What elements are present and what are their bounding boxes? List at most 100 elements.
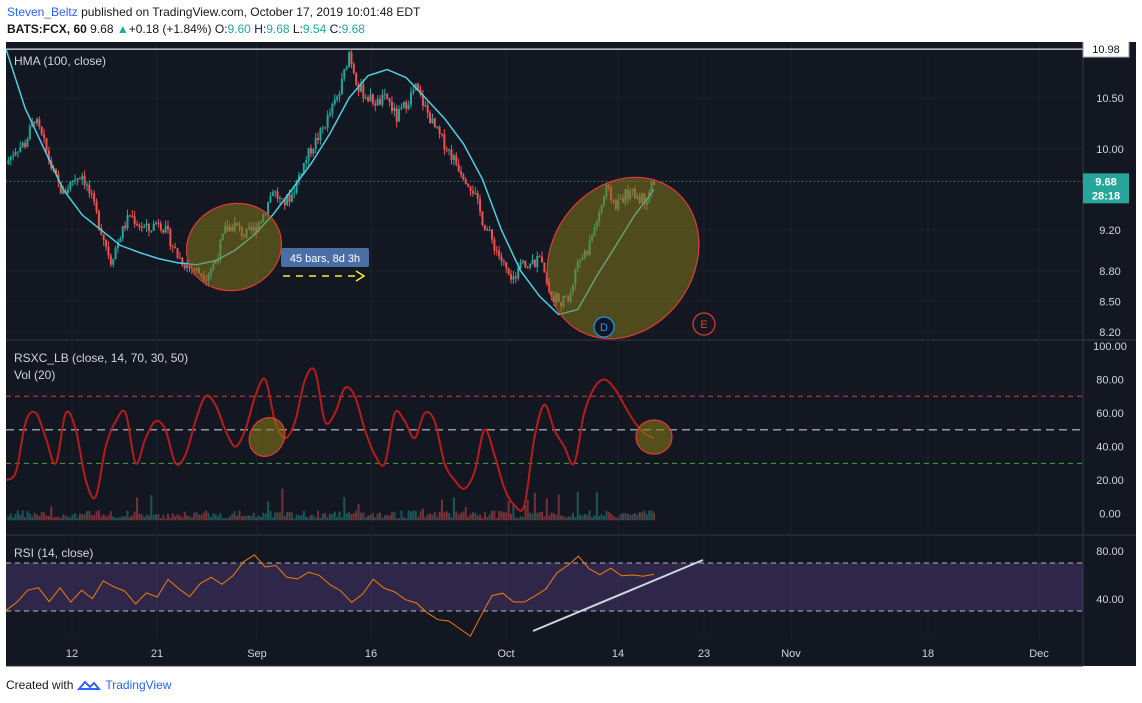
volume-bar (317, 510, 320, 521)
candle-body (410, 92, 412, 105)
time-tick: 16 (365, 648, 377, 660)
candle-body (443, 134, 446, 150)
volume-bar (629, 515, 632, 521)
volume-bar (145, 514, 148, 521)
candle-body (86, 184, 88, 186)
time-tick: 21 (151, 648, 163, 660)
price-tick: 8.20 (1099, 327, 1120, 339)
high-price-badge (1082, 42, 1130, 58)
volume-bar (519, 516, 522, 521)
volume-bar (591, 517, 594, 521)
low-label: L: (292, 22, 303, 36)
volume-bar (167, 513, 169, 521)
candle-body (519, 262, 522, 269)
osc-ellipse-1[interactable] (242, 411, 291, 463)
volume-bar (188, 516, 191, 521)
candle-body (417, 83, 420, 90)
volume-bar (626, 513, 629, 521)
volume-bar (479, 514, 482, 521)
volume-bar (483, 512, 486, 521)
volume-bar (386, 514, 389, 521)
candle-body (140, 227, 143, 229)
highlight-ellipse-2[interactable] (516, 148, 730, 369)
volume-bar (226, 518, 229, 521)
volume-bar (533, 492, 536, 521)
volume-bar (343, 497, 346, 521)
volume-bar (224, 518, 227, 521)
candle-body (186, 265, 189, 269)
candle-body (538, 255, 541, 257)
volume-bar (112, 516, 115, 521)
hma-line (6, 48, 655, 316)
volume-bar (350, 513, 353, 521)
candle-body (493, 239, 496, 251)
volume-bar (579, 514, 582, 521)
volume-bar (21, 510, 24, 521)
candle-body (133, 216, 136, 225)
candle-body (167, 225, 169, 230)
volume-bar (186, 515, 189, 521)
volume-bar (450, 517, 453, 521)
chart-canvas[interactable]: 8.20 8.50 8.80 9.20 10.00 10.50 0.00 20.00 40.00… (6, 42, 1136, 672)
volume-bar (12, 517, 15, 521)
volume-bar (469, 514, 472, 521)
tradingview-link[interactable]: TradingView (105, 678, 172, 692)
candle-body (471, 191, 474, 194)
volume-bar (326, 517, 329, 521)
candle-body (271, 192, 274, 196)
candle-body (502, 261, 505, 263)
close-value: 9.68 (341, 22, 365, 36)
countdown-label: 28:18 (1092, 190, 1120, 202)
candle-body (71, 180, 74, 182)
volume-bar (271, 517, 274, 521)
volume-bar (572, 512, 574, 521)
volume-bar (402, 517, 405, 521)
candle-body (69, 181, 72, 190)
candle-body (143, 226, 146, 228)
time-tick: Sep (247, 648, 267, 660)
marker-e-circle[interactable] (692, 312, 716, 336)
candle-body (286, 194, 289, 206)
volume-bar (493, 510, 496, 521)
volume-bar (76, 517, 79, 521)
volume-bar (207, 512, 210, 521)
candle-body (150, 230, 153, 232)
volume-bar (50, 506, 53, 521)
rsi-trendline[interactable] (532, 559, 704, 632)
volume-bar (181, 517, 184, 521)
candle-body (21, 142, 24, 147)
volume-bar (393, 511, 396, 521)
candle-body (512, 276, 515, 280)
candle-body (76, 178, 79, 181)
volume-bar (197, 514, 200, 521)
volume-bar (262, 512, 265, 521)
author-link[interactable]: Steven_Beltz (7, 5, 78, 19)
volume-bar (467, 516, 470, 521)
publish-info: published on TradingView.com, October 17… (81, 5, 421, 19)
candle-body (33, 121, 36, 124)
candle-body (469, 186, 472, 192)
volume-bar (248, 515, 250, 521)
volume-bar (460, 512, 463, 521)
candle-body (55, 169, 58, 175)
volume-bar (293, 518, 296, 521)
volume-bar (502, 512, 505, 521)
marker-d-circle[interactable] (593, 316, 615, 338)
candle-body (90, 193, 93, 195)
volume-bar (267, 501, 270, 521)
volume-bar (619, 514, 622, 521)
volume-bar (219, 513, 222, 521)
volume-bar (281, 488, 284, 521)
osc-ellipse-2[interactable] (635, 419, 673, 455)
candle-body (317, 137, 320, 141)
candle-body (379, 98, 382, 105)
volume-bar (278, 512, 281, 521)
highlight-ellipse-1[interactable] (174, 190, 294, 304)
time-tick: 18 (922, 648, 934, 660)
volume-bar (178, 515, 181, 521)
volume-bar (38, 516, 41, 521)
volume-bar (138, 513, 141, 521)
volume-bar (124, 516, 127, 521)
candle-body (107, 246, 110, 256)
volume-bar (550, 512, 553, 521)
